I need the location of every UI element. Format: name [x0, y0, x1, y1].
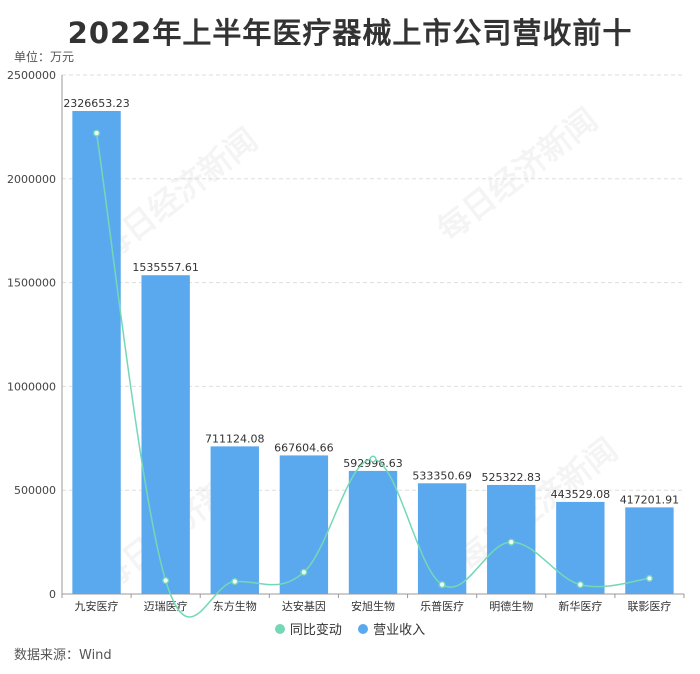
bar [141, 275, 190, 594]
bar-data-label: 711124.08 [205, 432, 265, 445]
unit-label: 单位：万元 [14, 50, 75, 64]
x-tick-label: 迈瑞医疗 [144, 599, 188, 613]
legend-swatch-yoy [274, 623, 285, 634]
bar [72, 110, 121, 594]
yoy-point [438, 581, 446, 589]
x-tick-label: 新华医疗 [558, 599, 602, 613]
yoy-line [95, 133, 650, 618]
bar-data-label: 525322.83 [481, 471, 541, 484]
bar-data-label: 592996.63 [343, 457, 403, 470]
x-tick-label: 联影医疗 [627, 599, 671, 613]
bar [556, 501, 605, 594]
bar [417, 483, 467, 594]
y-tick-label: 1500000 [7, 277, 56, 290]
bar-data-label: 667604.66 [274, 441, 334, 454]
yoy-point [162, 577, 170, 585]
x-tick-label: 安旭生物 [351, 599, 395, 613]
legend-label-yoy: 同比变动 [289, 623, 342, 638]
yoy-point [576, 581, 584, 589]
x-tick-label: 达安基因 [282, 599, 326, 613]
bar-data-label: 533350.69 [412, 469, 472, 482]
bar-data-label: 417201.91 [620, 493, 680, 506]
yoy-point [93, 129, 101, 137]
data-source: 数据来源：Wind [14, 648, 112, 663]
legend-swatch-revenue [358, 623, 369, 634]
yoy-point [645, 574, 653, 582]
chart-title: 2022年上半年医疗器械上市公司营收前十 [67, 16, 633, 50]
y-tick-label: 0 [49, 588, 56, 601]
legend-label-revenue: 营业收入 [373, 623, 426, 638]
x-tick-label: 乐普医疗 [420, 599, 464, 613]
y-tick-label: 500000 [14, 484, 56, 497]
legend-item-yoy[interactable]: 同比变动 [274, 619, 342, 638]
bar [348, 470, 398, 594]
x-tick-label: 九安医疗 [75, 599, 119, 613]
bar-data-label: 443529.08 [551, 488, 611, 501]
bar-data-label: 1535557.61 [132, 261, 198, 274]
bar [210, 446, 259, 594]
yoy-point [507, 538, 515, 546]
legend: 同比变动 营业收入 [0, 619, 700, 638]
legend-item-revenue[interactable]: 营业收入 [358, 619, 425, 638]
x-tick-label: 明德生物 [489, 599, 533, 613]
y-tick-label: 2000000 [7, 173, 56, 186]
yoy-point [369, 455, 377, 463]
y-tick-label: 2500000 [7, 69, 56, 82]
bar-data-label: 2326653.23 [63, 97, 129, 110]
x-tick-label: 东方生物 [213, 599, 257, 613]
yoy-point [300, 568, 308, 576]
y-tick-label: 1000000 [7, 380, 56, 393]
yoy-point [231, 578, 239, 586]
